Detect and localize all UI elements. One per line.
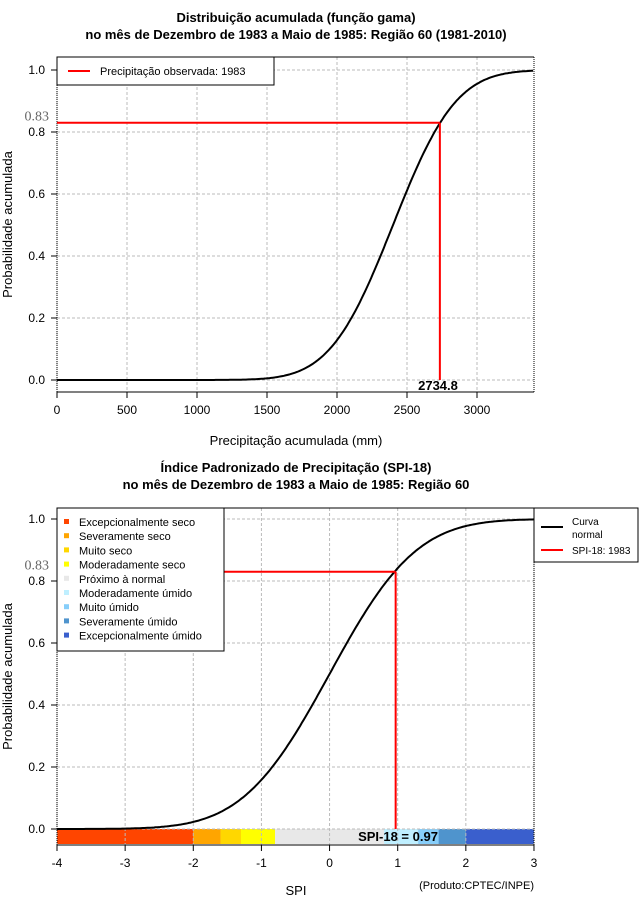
legend-category-swatch	[64, 561, 69, 567]
legend-label-spi: SPI-18: 1983	[572, 546, 631, 557]
legend-category-label: Moderadamente úmido	[79, 588, 192, 600]
cdf-curve	[57, 69, 534, 381]
y-tick-label: 0.6	[28, 636, 45, 650]
legend-category-label: Severamente seco	[79, 531, 171, 543]
legend-box	[56, 56, 275, 86]
y-tick-label: 0.2	[28, 760, 45, 774]
legend-category-label: Moderadamente seco	[79, 560, 185, 572]
legend-category-swatch	[64, 590, 69, 595]
spi-value-annotation: SPI-18 = 0.97	[358, 829, 438, 844]
y-tick-label: 1.0	[28, 512, 45, 526]
x-tick-label: -4	[52, 856, 63, 870]
y-tick-label: 0.4	[28, 698, 45, 712]
legend-category-label: Excepcionalmente seco	[79, 517, 195, 529]
legend-category-swatch	[64, 519, 69, 524]
legend-category-label: Próximo à normal	[79, 574, 165, 586]
y-tick-label: 0.4	[28, 249, 45, 263]
x-tick-label: 0	[54, 403, 61, 417]
spi-category-band	[384, 829, 419, 844]
spi-category-band	[57, 829, 194, 844]
y-axis-title: Probabilidade acumulada	[0, 150, 15, 297]
chart-title: Índice Padronizado de Precipitação (SPI-…	[161, 460, 432, 475]
x-tick-label: -2	[188, 856, 199, 870]
chart-subtitle: no mês de Dezembro de 1983 a Maio de 198…	[123, 477, 470, 492]
y-tick-label: 0.8	[28, 574, 45, 588]
x-axis-title: Precipitação acumulada (mm)	[210, 433, 383, 448]
legend-category-swatch	[64, 547, 69, 553]
series-legend-box	[533, 507, 639, 563]
x-tick-label: 3000	[464, 403, 491, 417]
observed-probability-label: 0.83	[25, 559, 50, 574]
legend-category-label: Muito seco	[79, 545, 132, 557]
observed-probability-label: 0.83	[25, 110, 50, 125]
chart-subtitle: no mês de Dezembro de 1983 a Maio de 198…	[85, 27, 506, 42]
spi-category-band	[418, 829, 439, 844]
legend-category-swatch	[64, 604, 69, 610]
x-tick-label: 2	[462, 856, 469, 870]
spi-category-band	[220, 829, 241, 844]
x-tick-label: -3	[120, 856, 131, 870]
spi-category-band	[465, 829, 534, 844]
y-tick-label: 0.8	[28, 125, 45, 139]
x-axis-title: SPI	[286, 883, 307, 898]
x-tick-label: 2500	[394, 403, 421, 417]
cdf-curve	[57, 518, 535, 830]
spi-category-band	[438, 829, 466, 844]
y-tick-label: 0.0	[28, 373, 45, 387]
observed-value-label: 2734.8	[418, 378, 458, 393]
legend-category-swatch	[64, 618, 69, 624]
spi-category-band	[275, 829, 385, 844]
x-tick-label: 500	[117, 403, 137, 417]
y-tick-label: 1.0	[28, 63, 45, 77]
x-tick-label: 0	[326, 856, 333, 870]
spi-category-band	[240, 829, 276, 844]
legend-category-swatch	[64, 575, 69, 581]
legend-category-swatch	[64, 632, 69, 638]
product-credit: (Produto:CPTEC/INPE)	[419, 880, 534, 892]
x-tick-label: 2000	[324, 403, 351, 417]
x-tick-label: 1500	[254, 403, 281, 417]
legend-label-observed: Precipitação observada: 1983	[100, 66, 246, 78]
legend-category-label: Excepcionalmente úmido	[79, 631, 202, 643]
y-tick-label: 0.0	[28, 822, 45, 836]
x-tick-label: -1	[256, 856, 267, 870]
legend-category-label: Severamente úmido	[79, 616, 177, 628]
legend-label-normal-curve-1: Curva	[572, 517, 599, 528]
spi-category-band	[193, 829, 221, 844]
chart-title: Distribuição acumulada (função gama)	[176, 10, 415, 25]
category-legend-box	[56, 507, 225, 652]
legend-label-normal-curve-2: normal	[572, 530, 603, 541]
legend-category-label: Muito úmido	[79, 602, 139, 614]
y-tick-label: 0.6	[28, 187, 45, 201]
x-tick-label: 1000	[184, 403, 211, 417]
y-axis-title: Probabilidade acumulada	[0, 602, 15, 749]
legend-category-swatch	[64, 533, 69, 539]
x-tick-label: 3	[531, 856, 538, 870]
x-tick-label: 1	[394, 856, 401, 870]
y-tick-label: 0.2	[28, 311, 45, 325]
